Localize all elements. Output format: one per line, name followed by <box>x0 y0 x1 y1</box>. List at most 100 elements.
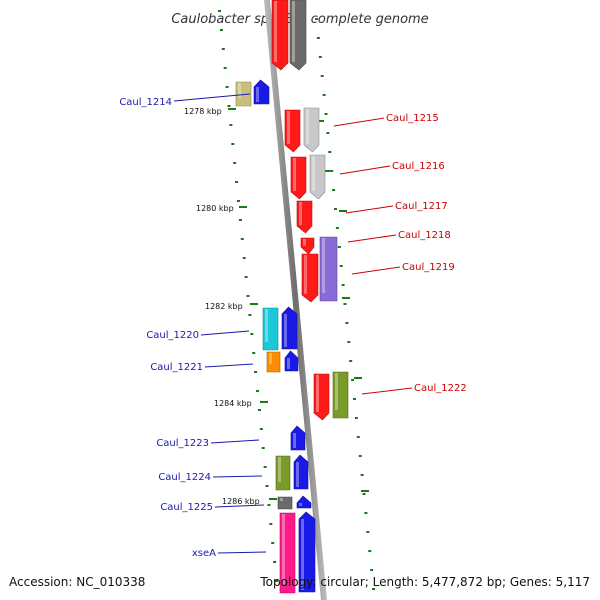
scale-tick-left <box>225 86 229 88</box>
scale-tick-left <box>238 219 242 221</box>
major-scale-tick <box>339 210 347 212</box>
scale-tick-left <box>275 580 278 582</box>
kbp-label-1280: 1280 kbp <box>196 204 234 213</box>
leader-line <box>351 266 401 275</box>
gene-block-gray-top[interactable] <box>289 0 307 71</box>
gene-label-caul-1223[interactable]: Caul_1223 <box>156 438 209 449</box>
gene-block-caul-1219[interactable] <box>301 253 319 303</box>
scale-tick-left <box>257 409 261 411</box>
scale-tick-left <box>256 390 259 392</box>
scale-tick-left <box>231 143 235 145</box>
gene-block-caul-1216-b[interactable] <box>309 154 326 200</box>
scale-tick-left <box>221 48 225 50</box>
gene-block-xsea-a[interactable] <box>279 512 296 594</box>
gene-label-caul-1218[interactable]: Caul_1218 <box>398 230 451 241</box>
gene-block-caul-1216[interactable] <box>290 156 307 200</box>
leader-line <box>361 387 413 395</box>
scale-tick-left <box>237 200 240 202</box>
scale-tick-left <box>273 561 277 563</box>
scale-tick-left <box>229 124 233 126</box>
leader-line <box>333 117 385 127</box>
gene-block-caul-1225-a[interactable] <box>277 496 293 510</box>
gene-label-caul-1217[interactable]: Caul_1217 <box>395 201 448 212</box>
scale-tick-right <box>316 37 320 39</box>
topology-text: Topology: circular; Length: 5,477,872 bp… <box>259 575 590 589</box>
gene-block-caul-1225[interactable] <box>296 495 312 509</box>
leader-line <box>173 93 251 102</box>
major-scale-tick <box>228 108 236 110</box>
gene-block-red-top[interactable] <box>271 0 289 71</box>
gene-block-xsea[interactable] <box>298 511 316 593</box>
gene-label-caul-1222[interactable]: Caul_1222 <box>414 383 467 394</box>
accession-text: Accession: NC_010338 <box>9 575 145 589</box>
scale-tick-right <box>347 341 351 343</box>
major-scale-tick <box>239 206 247 208</box>
scale-tick-left <box>223 67 227 69</box>
scale-tick-right <box>324 113 328 115</box>
genome-backbone <box>264 0 327 600</box>
gene-label-caul-1215[interactable]: Caul_1215 <box>386 113 439 124</box>
gene-block-caul-1222-b[interactable] <box>332 371 349 419</box>
scale-tick-left <box>250 333 254 335</box>
scale-tick-right <box>370 569 374 571</box>
gene-block-caul-1223[interactable] <box>290 425 306 451</box>
scale-tick-right <box>368 550 372 552</box>
gene-label-caul-1224[interactable]: Caul_1224 <box>158 472 211 483</box>
scale-tick-right <box>341 284 345 286</box>
gene-label-caul-1221[interactable]: Caul_1221 <box>150 362 203 373</box>
scale-tick-right <box>318 56 322 58</box>
scale-tick-right <box>364 512 368 514</box>
gene-block-caul-1215-b[interactable] <box>303 107 320 153</box>
scale-tick-left <box>219 29 223 31</box>
gene-block-caul-1218[interactable] <box>300 237 315 255</box>
gene-block-caul-1220[interactable] <box>281 306 298 350</box>
gene-block-caul-1224-a[interactable] <box>275 455 291 491</box>
gene-label-xsea[interactable]: xseA <box>192 548 216 559</box>
gene-block-caul-1217[interactable] <box>296 200 313 234</box>
scale-tick-right <box>326 132 330 134</box>
scale-tick-right <box>354 417 358 419</box>
scale-tick-left <box>244 276 248 278</box>
scale-tick-right <box>358 455 362 457</box>
scale-tick-right <box>334 208 337 210</box>
gene-block-caul-1214-a[interactable] <box>235 81 252 107</box>
major-scale-tick <box>361 490 369 492</box>
kbp-label-1284: 1284 kbp <box>214 399 252 408</box>
gene-label-caul-1214[interactable]: Caul_1214 <box>119 97 172 108</box>
scale-tick-left <box>265 485 269 487</box>
gene-block-caul-1221[interactable] <box>284 350 299 372</box>
kbp-labels: 1278 kbp 1280 kbp 1282 kbp 1284 kbp 1286… <box>184 107 260 506</box>
gene-label-caul-1216[interactable]: Caul_1216 <box>392 161 445 172</box>
scale-tick-left <box>254 371 258 373</box>
leader-line <box>204 363 254 368</box>
scale-tick-left <box>235 181 239 183</box>
gene-block-caul-1221-a[interactable] <box>266 351 281 373</box>
scale-tick-left <box>218 10 221 12</box>
scale-tick-right <box>356 436 360 438</box>
gene-label-caul-1219[interactable]: Caul_1219 <box>402 262 455 273</box>
scale-tick-right <box>360 474 364 476</box>
scale-tick-left <box>259 428 263 430</box>
major-scale-tick <box>322 170 330 172</box>
gene-block-caul-1220-a[interactable] <box>262 307 279 351</box>
scale-tick-left <box>248 314 252 316</box>
kbp-label-1286: 1286 kbp <box>222 497 260 506</box>
leader-line <box>200 330 250 336</box>
scale-tick-left <box>271 542 275 544</box>
gene-block-caul-1224[interactable] <box>293 454 309 490</box>
gene-block-caul-1222[interactable] <box>313 373 330 421</box>
gene-block-caul-1219-b[interactable] <box>319 236 338 302</box>
major-scale-tick <box>354 377 362 379</box>
gene-label-caul-1225[interactable]: Caul_1225 <box>160 502 213 513</box>
right-gene-labels: Caul_1215 Caul_1216 Caul_1217 Caul_1218 … <box>386 113 467 394</box>
gene-block-caul-1215[interactable] <box>284 109 301 153</box>
leader-line <box>212 475 263 478</box>
major-scale-tick <box>316 120 324 122</box>
scale-tick-right <box>339 265 343 267</box>
gene-label-caul-1220[interactable]: Caul_1220 <box>146 330 199 341</box>
gene-block-caul-1214[interactable] <box>253 79 270 105</box>
major-scale-tick <box>260 401 268 403</box>
scale-tick-left <box>240 238 244 240</box>
scale-tick-right <box>337 246 341 248</box>
